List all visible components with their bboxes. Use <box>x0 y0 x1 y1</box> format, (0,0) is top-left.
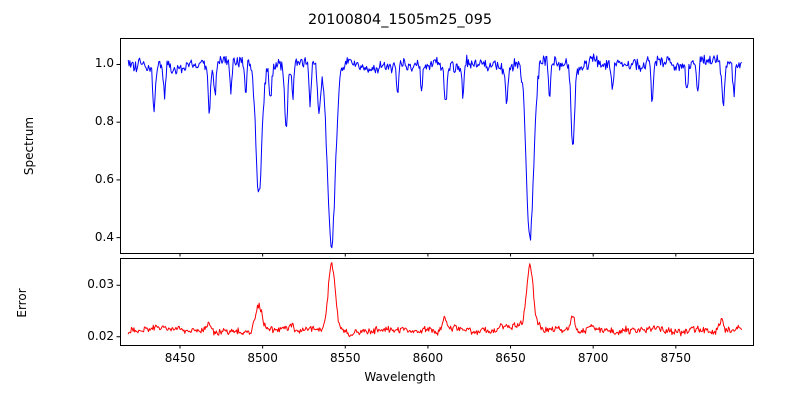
y-axis-label-error: Error <box>15 288 29 318</box>
spectrum-axes <box>120 38 754 254</box>
ytick-label-spectrum-3: 1.0 <box>94 56 114 71</box>
xtick-label-0: 8450 <box>164 351 196 365</box>
error-data-trace <box>127 262 742 338</box>
spectrum-data-trace <box>127 53 742 249</box>
xtick-label-2: 8550 <box>329 351 361 365</box>
ytick-label-spectrum-2: 0.8 <box>94 114 114 129</box>
xtick-label-1: 8500 <box>247 351 278 365</box>
error-frame <box>120 258 754 346</box>
xtick-label-5: 8700 <box>577 351 609 365</box>
x-axis-label: Wavelength <box>364 370 436 384</box>
error-axes <box>120 258 754 346</box>
spectrum-line <box>127 53 742 249</box>
ytick-label-spectrum-1: 0.6 <box>94 171 114 186</box>
error-line <box>127 262 742 338</box>
xtick-label-4: 8650 <box>495 351 526 365</box>
ytick-label-error-0: 0.02 <box>87 328 114 343</box>
y-axis-label-spectrum: Spectrum <box>22 116 36 176</box>
figure-title: 20100804_1505m25_095 <box>307 12 493 28</box>
xtick-label-6: 8750 <box>660 351 692 365</box>
spectrum-frame <box>120 38 754 254</box>
axis-tick-marks <box>116 63 677 349</box>
ytick-label-error-1: 0.03 <box>87 277 114 292</box>
ytick-label-spectrum-0: 0.4 <box>94 229 114 244</box>
xtick-label-3: 8600 <box>412 351 444 365</box>
